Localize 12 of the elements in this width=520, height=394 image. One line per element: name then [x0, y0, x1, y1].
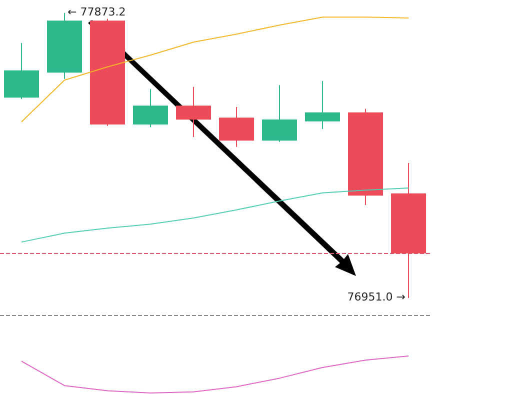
candlestick — [176, 86, 211, 138]
candlestick — [219, 106, 254, 148]
candlestick — [133, 88, 168, 128]
candlestick — [348, 108, 383, 206]
annotation: 76951.0 → — [347, 290, 406, 304]
candlestick — [262, 84, 297, 142]
candlestick — [4, 42, 39, 100]
annotation: ← 77873.2 — [68, 6, 126, 18]
candlestick — [90, 18, 125, 126]
candlestick — [47, 12, 82, 80]
candlestick — [305, 80, 340, 130]
candlestick — [391, 162, 426, 299]
